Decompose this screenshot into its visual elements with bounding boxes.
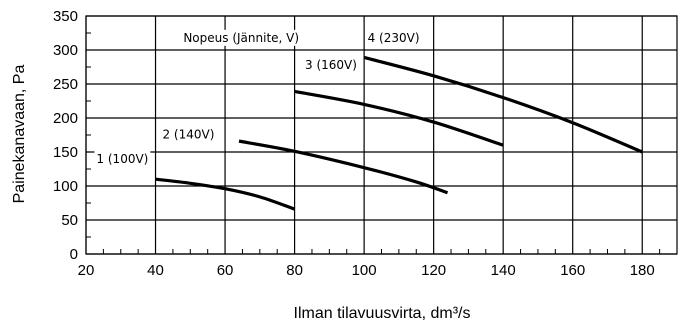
- y-tick-label: 250: [53, 76, 78, 93]
- series-line-4: [363, 55, 643, 154]
- x-tick-label: 160: [560, 262, 585, 279]
- y-tick-label: 50: [61, 212, 78, 229]
- annotation-background: [160, 126, 217, 143]
- x-tick-label: 180: [630, 262, 655, 279]
- annotation-label: 2 (140V): [162, 127, 214, 141]
- x-axis-title: Ilman tilavuusvirta, dm³/s: [294, 305, 471, 322]
- annotation-background: [181, 29, 302, 46]
- series-lines: [155, 55, 643, 211]
- y-tick-label: 300: [53, 42, 78, 59]
- annotation-label: 4 (230V): [368, 31, 420, 45]
- grid: [85, 15, 678, 255]
- y-axis-title: Painekanavaan, Pa: [11, 65, 28, 204]
- x-tick-label: 60: [217, 262, 234, 279]
- annotation-label: Nopeus (Jännite, V): [183, 31, 299, 45]
- x-tick-label: 40: [147, 262, 164, 279]
- x-tick-label: 80: [286, 262, 303, 279]
- y-tick-label: 200: [53, 110, 78, 127]
- x-tick-label: 120: [421, 262, 446, 279]
- x-tick-label: 140: [491, 262, 516, 279]
- series-line-3: [294, 89, 504, 147]
- y-tick-label: 150: [53, 144, 78, 161]
- x-tick-label: 100: [352, 262, 377, 279]
- annotation-background: [303, 57, 359, 74]
- annotation-label: 3 (160V): [305, 58, 357, 72]
- annotation-background: [365, 29, 422, 46]
- annotation-background: [94, 150, 151, 167]
- y-tick-label: 0: [70, 246, 78, 263]
- y-tick-label: 350: [53, 8, 78, 25]
- y-tick-label: 100: [53, 178, 78, 195]
- tick-labels: 20 40 60 80 100 120 140 160 180 0 50 100 150 200 250 30…: [53, 8, 655, 279]
- x-tick-label: 20: [78, 262, 95, 279]
- series-line-2: [238, 139, 449, 195]
- series-line-1: [155, 177, 296, 211]
- minor-ticks: [86, 32, 678, 254]
- annotations: Nopeus (Jännite, V) 4 (230V) 3 (160V) 2 (14…: [94, 29, 422, 167]
- annotation-label: 1 (100V): [96, 152, 148, 166]
